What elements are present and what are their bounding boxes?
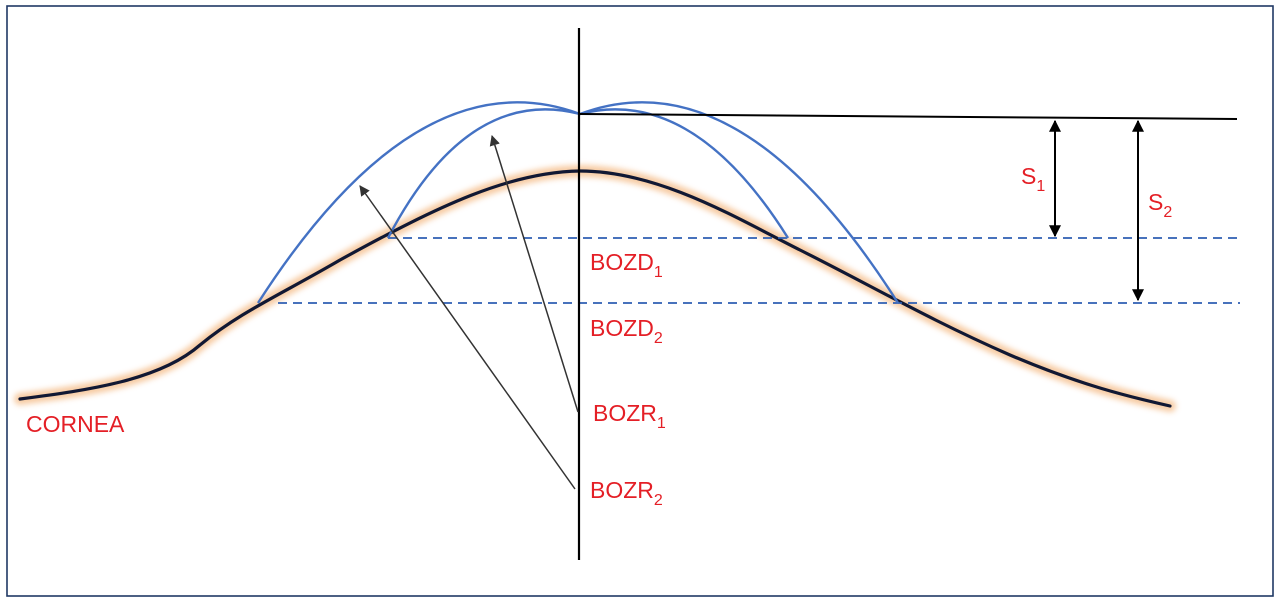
diagram-frame	[6, 5, 1274, 597]
label-s1-sub: 1	[1036, 178, 1045, 195]
label-s2-main: S	[1148, 189, 1163, 215]
label-cornea: CORNEA	[26, 411, 125, 437]
label-bozr1-sub: 1	[657, 415, 666, 432]
label-bozd1-sub: 1	[654, 264, 663, 281]
label-bozr1-main: BOZR	[593, 400, 657, 426]
label-s2-sub: 2	[1163, 204, 1172, 221]
cornea-curve	[18, 169, 1172, 408]
label-bozr2: BOZR2	[590, 477, 663, 509]
label-s1-main: S	[1021, 163, 1036, 189]
cornea-glow	[14, 164, 1176, 412]
label-s1: S1	[1021, 163, 1045, 195]
apex-reference-line	[578, 113, 1238, 120]
label-bozr2-sub: 2	[654, 492, 663, 509]
label-bozd2: BOZD2	[590, 315, 663, 347]
label-bozd1-main: BOZD	[590, 249, 654, 275]
label-bozd2-sub: 2	[654, 330, 663, 347]
label-bozd1: BOZD1	[590, 249, 663, 281]
label-bozr2-main: BOZR	[590, 477, 654, 503]
label-s2: S2	[1148, 189, 1172, 221]
bozr1-radius-arrow	[489, 134, 579, 413]
label-bozd2-main: BOZD	[590, 315, 654, 341]
bozr2-radius-arrow	[359, 185, 576, 490]
label-bozr1: BOZR1	[593, 400, 666, 432]
